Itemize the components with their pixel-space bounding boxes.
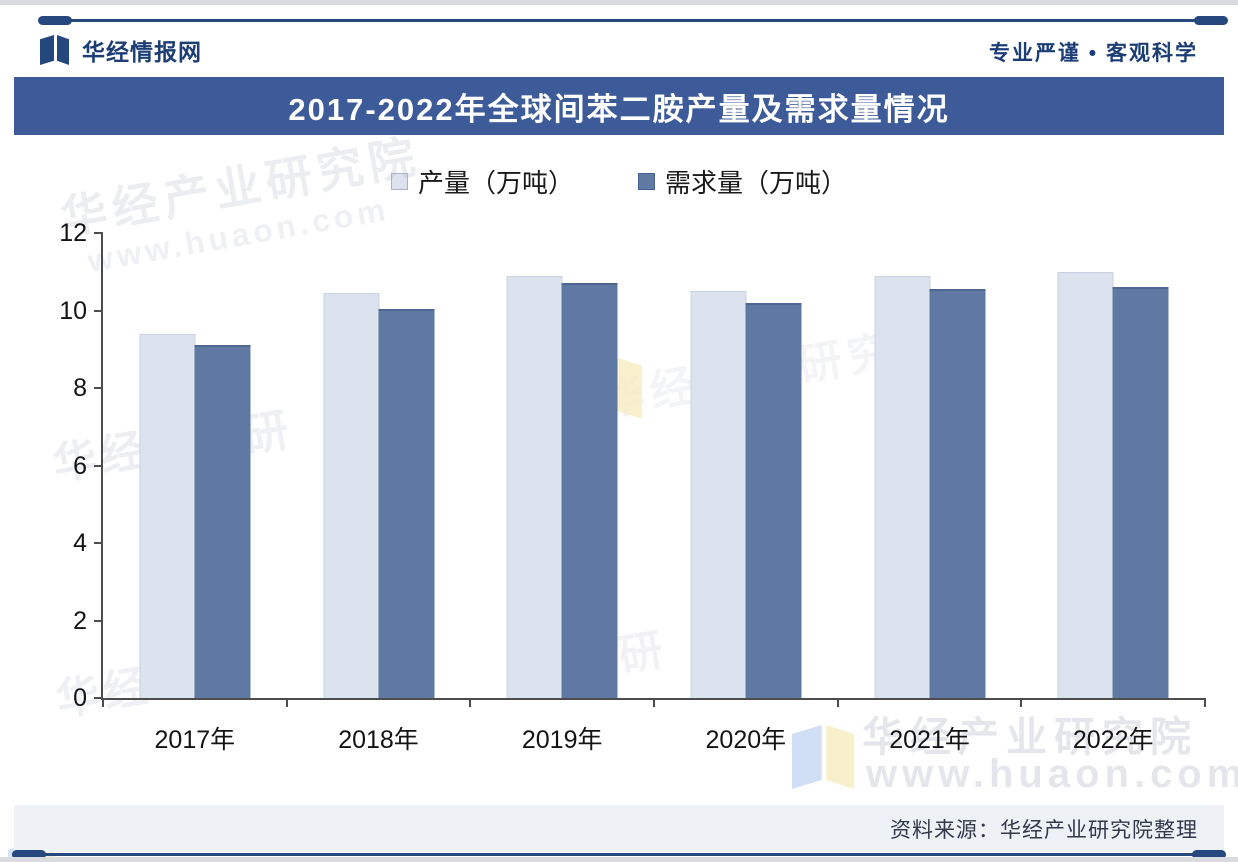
y-axis-tick-mark xyxy=(94,542,103,545)
x-axis-tick-mark xyxy=(1020,698,1023,707)
chart-title: 2017-2022年全球间苯二胺产量及需求量情况 xyxy=(288,91,950,127)
bar-group: 2022年 xyxy=(1021,233,1205,754)
top-line-right-cap xyxy=(1194,16,1228,25)
y-axis-tick-label: 8 xyxy=(73,374,87,403)
y-axis-tick-label: 0 xyxy=(73,684,87,712)
bar-group: 2017年 xyxy=(103,233,287,754)
bar-demand-2017年 xyxy=(194,345,251,698)
legend-item: 需求量（万吨） xyxy=(638,163,847,200)
bottom-divider-line xyxy=(30,853,1208,856)
y-axis-tick-mark xyxy=(94,387,103,390)
brand-name: 华经情报网 xyxy=(82,39,202,65)
chart-legend: 产量（万吨） 需求量（万吨） xyxy=(0,163,1238,200)
x-axis-category-label: 2018年 xyxy=(338,726,419,754)
y-axis-tick-label: 4 xyxy=(73,529,87,558)
x-axis-tick-mark xyxy=(836,698,839,707)
x-axis-category-label: 2021年 xyxy=(889,726,970,754)
y-axis-tick-mark xyxy=(94,619,103,622)
x-axis-category-label: 2022年 xyxy=(1072,726,1154,754)
x-axis-category-label: 2017年 xyxy=(154,726,236,754)
x-axis-tick-mark xyxy=(469,698,472,707)
top-divider-line xyxy=(52,19,1222,22)
bar-group: 2018年 xyxy=(287,233,471,754)
y-axis-tick-mark xyxy=(94,232,103,234)
x-axis-category-label: 2019年 xyxy=(521,726,603,754)
x-axis-category-label: 2020年 xyxy=(705,726,787,754)
bar-demand-2020年 xyxy=(745,302,802,698)
bar-demand-2018年 xyxy=(378,308,434,698)
bar-production-2018年 xyxy=(323,293,379,698)
legend-marker-icon xyxy=(638,173,655,190)
bar-groups: 2017年 2018年 2019年 2020年 2021年 2022年 xyxy=(103,233,1205,754)
y-axis-tick-mark xyxy=(94,464,103,467)
x-axis-tick-mark xyxy=(1204,698,1206,707)
bar-production-2022年 xyxy=(1057,271,1114,698)
legend-label: 需求量（万吨） xyxy=(665,168,848,198)
bar-demand-2022年 xyxy=(1112,287,1169,698)
watermark-site-text: www.huaon.com xyxy=(866,752,1238,796)
bar-production-2020年 xyxy=(690,291,747,698)
bar-group: 2019年 xyxy=(470,233,654,754)
y-axis-tick-label: 2 xyxy=(73,606,87,635)
y-axis-tick-mark xyxy=(94,697,103,699)
x-axis-tick-mark xyxy=(102,698,104,707)
header-brand: 华经情报网 xyxy=(40,33,202,67)
huajing-book-logo-icon xyxy=(40,35,72,65)
y-axis-tick-label: 6 xyxy=(73,451,87,480)
source-text: 资料来源：华经产业研究院整理 xyxy=(890,818,1198,842)
chart-title-bar: 2017-2022年全球间苯二胺产量及需求量情况 xyxy=(14,77,1224,135)
bar-production-2019年 xyxy=(506,275,563,698)
bar-production-2021年 xyxy=(874,275,931,698)
bar-production-2017年 xyxy=(139,333,196,698)
legend-item: 产量（万吨） xyxy=(390,163,574,200)
plot-area: 2017年 2018年 2019年 2020年 2021年 2022年 0 2 4 6 8 10 12 xyxy=(59,219,1206,754)
bottom-line-right-cap xyxy=(1192,850,1226,857)
bar-demand-2021年 xyxy=(929,289,986,698)
bar-demand-2019年 xyxy=(561,283,618,698)
y-axis-tick-label: 12 xyxy=(59,219,87,247)
y-axis-tick-label: 10 xyxy=(59,296,87,325)
bar-group: 2020年 xyxy=(654,233,838,754)
legend-marker-icon xyxy=(390,173,408,190)
x-axis-tick-mark xyxy=(653,698,655,707)
x-axis-tick-mark xyxy=(285,698,288,707)
y-axis-tick-mark xyxy=(94,309,103,312)
bar-group: 2021年 xyxy=(838,233,1022,754)
top-line-left-cap xyxy=(38,16,72,25)
source-bar: 资料来源：华经产业研究院整理 xyxy=(14,805,1224,852)
header-tagline: 专业严谨 • 客观科学 xyxy=(988,42,1198,65)
bottom-line-left-cap xyxy=(12,850,46,857)
legend-label: 产量（万吨） xyxy=(417,168,574,198)
